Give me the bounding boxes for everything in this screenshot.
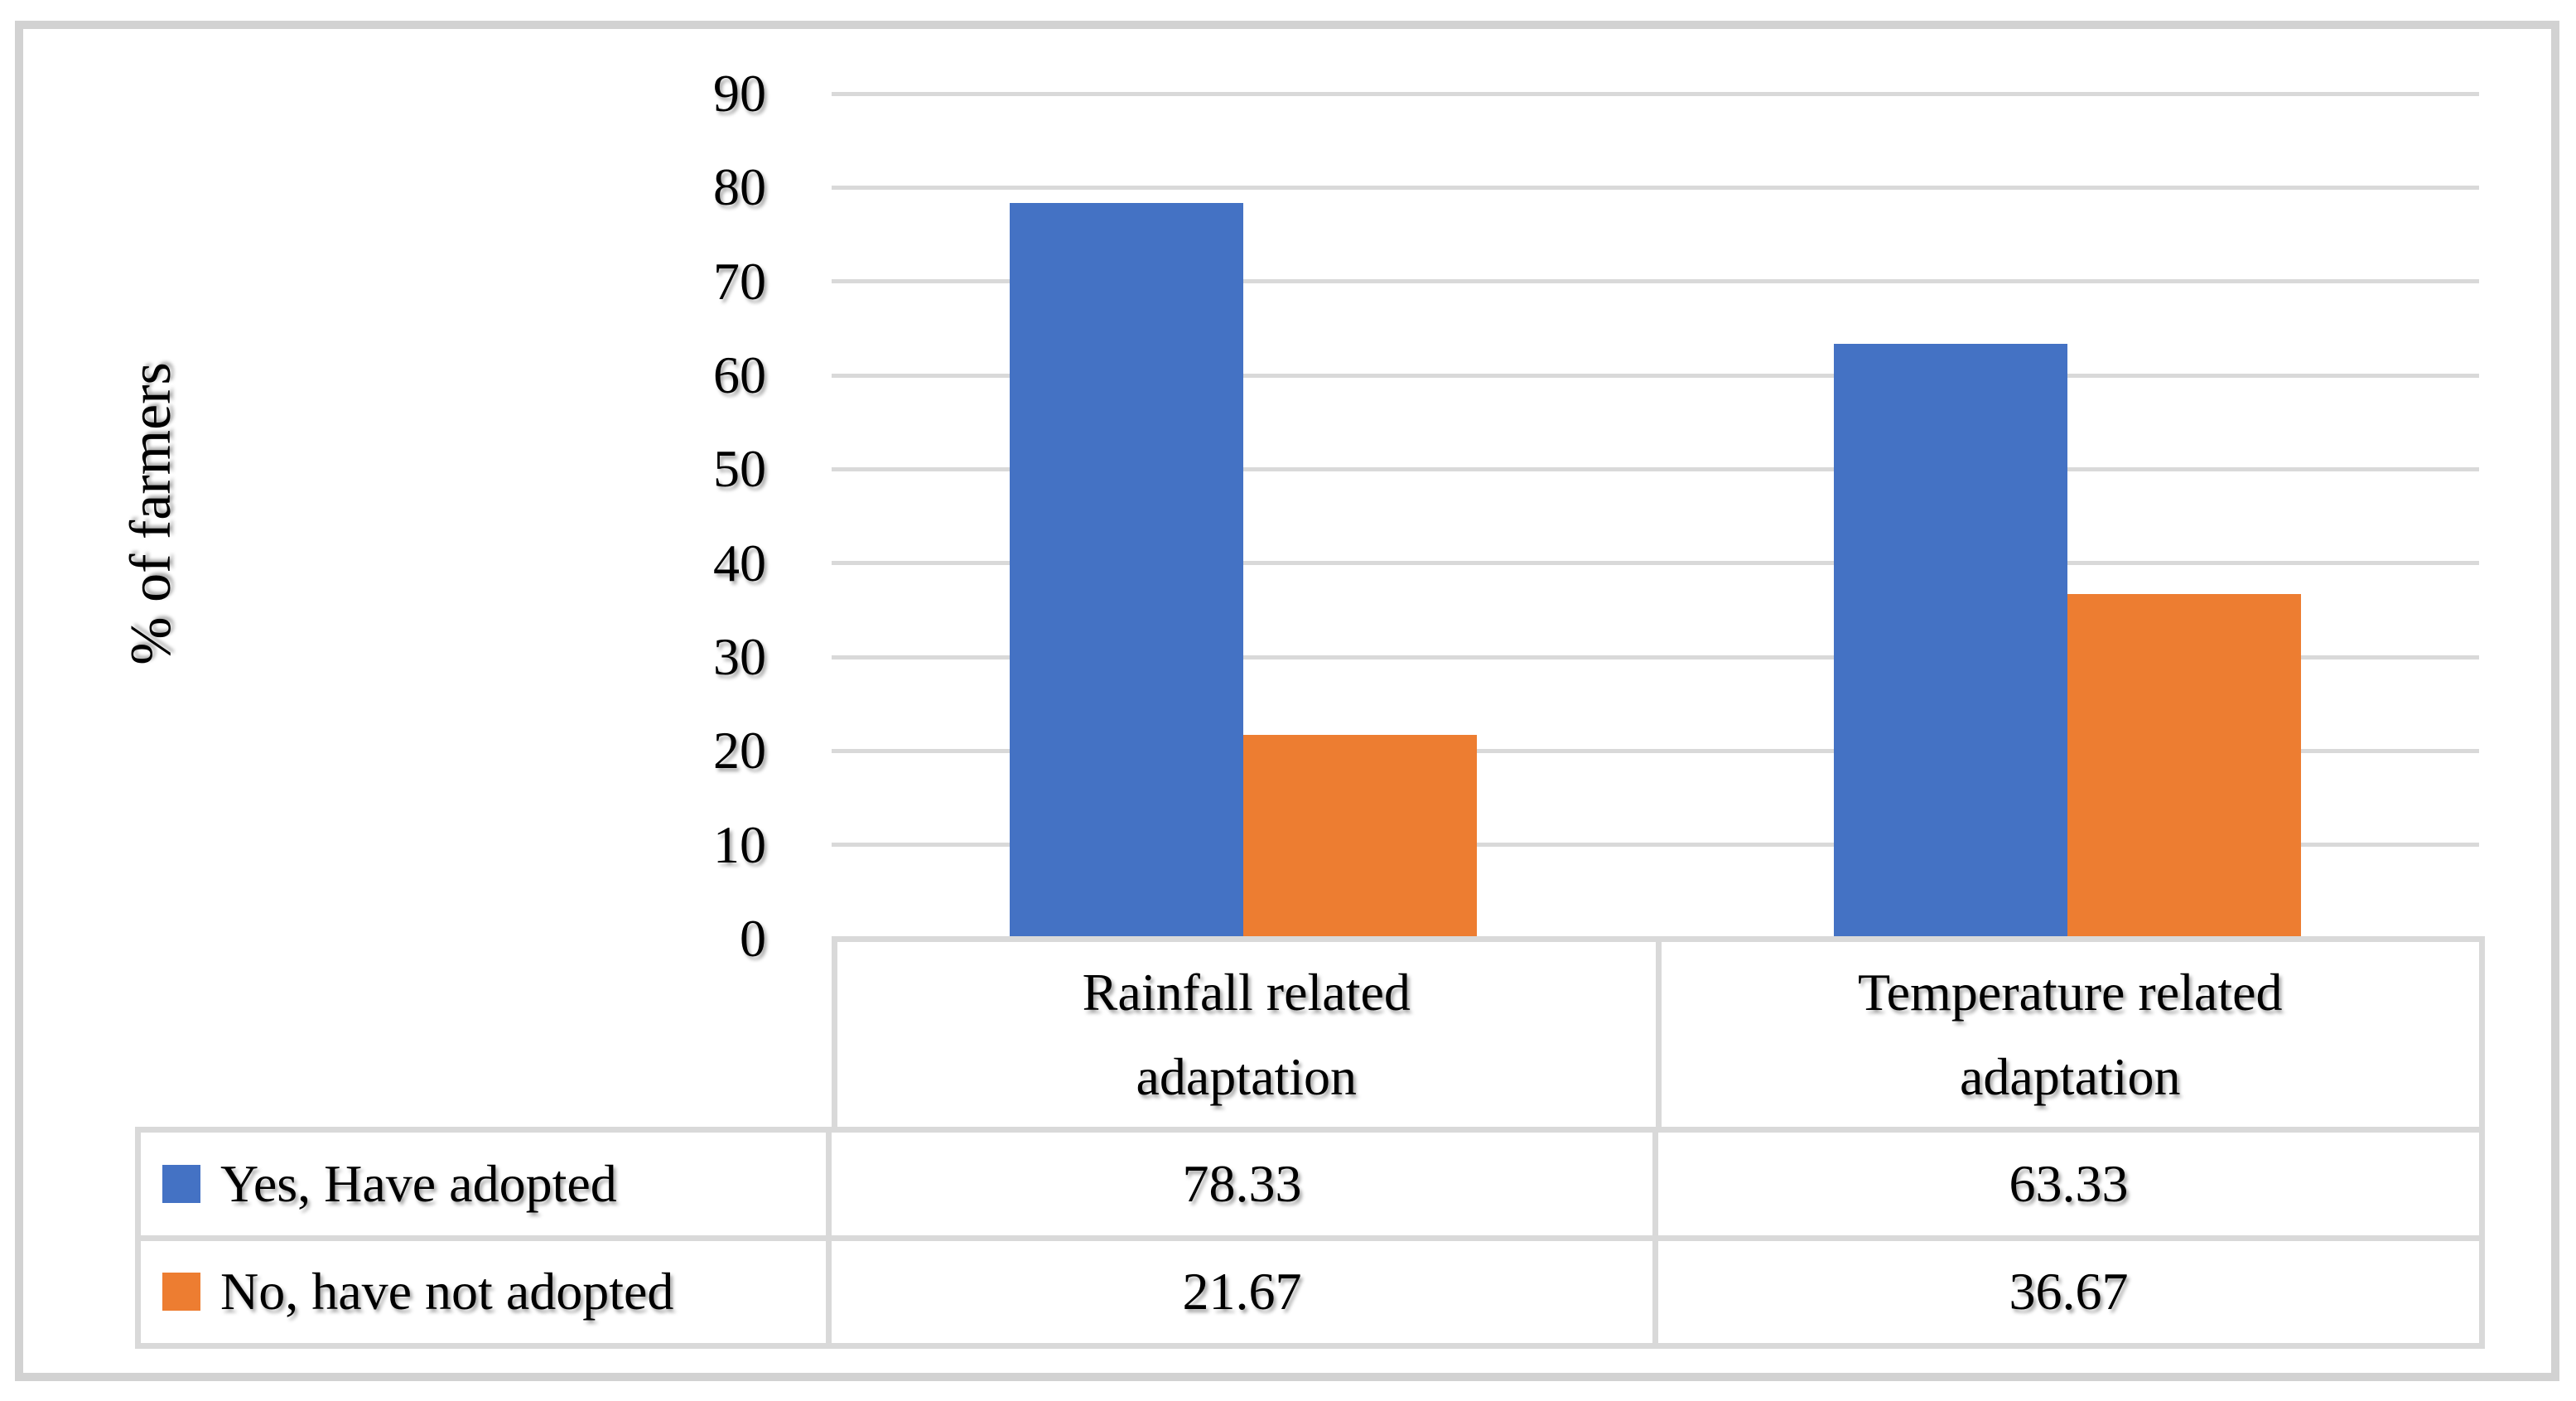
y-axis-title: % of farmers [119,362,183,665]
gridline-90 [832,91,2479,96]
legend-swatch-yes-icon [162,1164,200,1203]
gridline-30 [832,655,2479,659]
gridline-10 [832,843,2479,848]
plot-area [832,91,2479,939]
y-tick-label-80: 80 [713,157,766,217]
y-tick-label-90: 90 [713,64,766,123]
value-no-temperature: 36.67 [1652,1240,2479,1343]
bar-yes-rainfall [1010,203,1244,939]
gridline-40 [832,561,2479,566]
bar-no-temperature [2067,594,2301,939]
gridline-50 [832,466,2479,471]
category-header-line: Temperature related [1857,962,2283,1022]
legend-cell-yes: Yes, Have adopted [141,1133,832,1235]
value-no-rainfall: 21.67 [1182,1262,1302,1321]
y-tick-label-30: 30 [713,627,766,686]
y-tick-label-10: 10 [713,814,766,874]
gridline-20 [832,748,2479,753]
y-tick-label-70: 70 [713,251,766,311]
data-table-body: Yes, Have adopted 78.33 63.33 No, have n… [135,1127,2485,1349]
y-tick-label-20: 20 [713,721,766,780]
data-table-header-row: Rainfall related adaptation Temperature … [832,936,2485,1133]
gridline-60 [832,373,2479,378]
y-tick-label-50: 50 [713,439,766,499]
bar-no-rainfall [1243,735,1478,939]
y-tick-label-60: 60 [713,345,766,404]
table-row-no: No, have not adopted 21.67 36.67 [141,1234,2479,1343]
gridline-80 [832,185,2479,190]
legend-cell-no: No, have not adopted [141,1240,832,1343]
table-row-yes: Yes, Have adopted 78.33 63.33 [141,1133,2479,1235]
legend-label-yes: Yes, Have adopted [220,1153,617,1213]
category-header-rainfall: Rainfall related adaptation [837,942,1656,1127]
y-tick-label-0: 0 [740,909,766,968]
legend-label-no: No, have not adopted [220,1262,674,1321]
category-header-line: Rainfall related [1082,962,1411,1022]
y-tick-label-40: 40 [713,533,766,592]
category-header-temperature: Temperature related adaptation [1655,942,2480,1127]
bar-yes-temperature [1833,344,2067,939]
category-header-line: adaptation [1136,1046,1358,1106]
value-yes-rainfall: 78.33 [1182,1153,1302,1213]
category-header-line: adaptation [1959,1046,2181,1106]
legend-swatch-no-icon [162,1273,200,1312]
gridline-70 [832,279,2479,284]
value-yes-temperature: 63.33 [1652,1133,2479,1235]
